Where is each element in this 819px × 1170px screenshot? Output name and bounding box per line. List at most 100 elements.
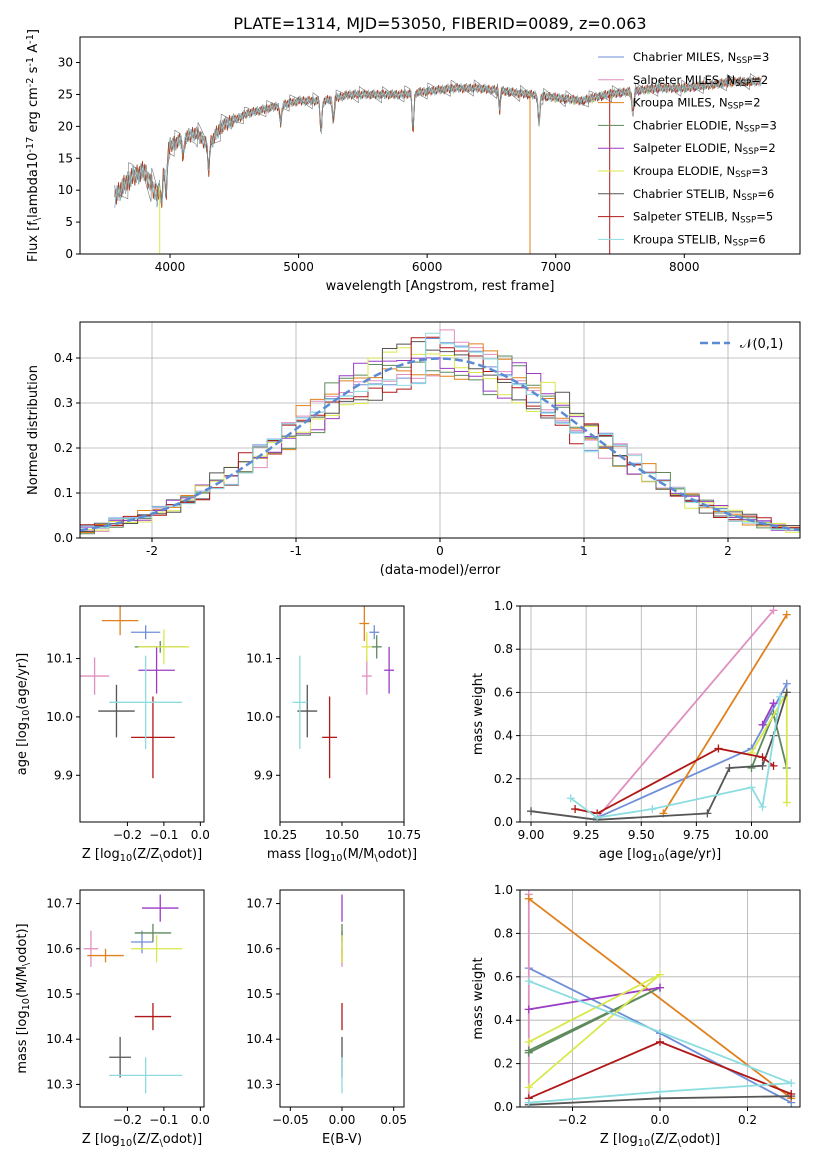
axes-frame (519, 889, 801, 1108)
label-part: =6 (749, 232, 766, 246)
x-tick-label: −0.1 (149, 828, 178, 842)
y-tick-label: 9.9 (54, 768, 73, 782)
weight-marker (769, 761, 778, 770)
axes-frame (79, 889, 205, 1108)
label-part: -1 (25, 57, 36, 67)
plot-area (527, 606, 791, 822)
y-tick-label: 10 (58, 183, 73, 197)
weight-marker (656, 1037, 664, 1046)
label-part: 10 (21, 710, 32, 722)
weight-marker (593, 813, 602, 822)
y-axis-label: age [log10(age/yr)] (15, 653, 32, 776)
label-part: (data-model)/error (380, 563, 501, 578)
x-tick-label: 7000 (540, 260, 571, 274)
weight-marker (524, 1083, 533, 1092)
label-part: s (26, 66, 41, 77)
y-tick-label: 10.0 (246, 710, 273, 724)
y-tick-label: 10.7 (246, 897, 273, 911)
label-part: Chabrier ELODIE, N (633, 118, 744, 132)
y-tick-label: 0.2 (54, 441, 73, 455)
legend-entry: Chabrier STELIB, NSSP=6 (633, 187, 774, 203)
x-tick-label: 4000 (155, 260, 186, 274)
x-axis-label: Z [log10(Z/Z\odot)] (600, 1132, 720, 1149)
axes-frame (519, 605, 801, 823)
x-axis-label: Z [log10(Z/Z\odot)] (82, 847, 202, 864)
plots-layer: 4000 5000 6000 7000 8000051015202530waveleng… (15, 29, 801, 1149)
weight-marker (524, 977, 533, 986)
weight-series-line (570, 696, 782, 819)
x-tick-label: -2 (146, 544, 158, 558)
residuals-axes: -2 -1 0 1 2 0.0 0.1 0.2 0.3 0.4 (data-model)/error… (26, 321, 801, 578)
weight-marker (725, 764, 734, 772)
x-tick-label: −0.2 (113, 828, 142, 842)
axes-frame (79, 321, 801, 539)
label-part: =2 (744, 96, 761, 110)
x-axis-label: E(B-V) (322, 1132, 362, 1147)
plot-area (83, 894, 183, 1094)
label-part: Z [log (82, 847, 120, 862)
y-tick-label: 10.4 (46, 1032, 73, 1046)
x-tick-label: 0.00 (329, 1113, 356, 1127)
axes-frame (79, 36, 801, 255)
y-tick-label: 25 (58, 87, 73, 101)
weight-marker (656, 1087, 664, 1096)
weight-marker (758, 753, 767, 762)
label-part: 10 (638, 1138, 650, 1149)
weight-marker (769, 699, 778, 708)
y-axis-label: mass weight (471, 957, 486, 1039)
label-part: 𝒩(0,1) (740, 337, 783, 352)
plot-area (80, 329, 800, 538)
weight-series-line (528, 980, 792, 1104)
label-part: (M/M (15, 966, 30, 998)
weight-marker (527, 807, 536, 816)
weight-marker (714, 744, 723, 753)
label-part: =2 (759, 141, 776, 155)
label-part: -2 (25, 77, 36, 87)
weight-series-line (528, 986, 661, 1011)
spectrum-data-line (114, 73, 762, 202)
label-part: Kroupa MILES, N (633, 96, 728, 110)
weight-series-line (662, 614, 788, 814)
weight-series-line (530, 692, 788, 821)
legend-entry: Chabrier ELODIE, NSSP=3 (633, 118, 777, 134)
label-part: SSP (736, 56, 752, 66)
label-part: (Z/Z (132, 1132, 159, 1147)
label-part: \ (677, 1138, 681, 1149)
label-part: \ (21, 962, 32, 966)
x-tick-label: 9.50 (628, 828, 655, 842)
label-part: =3 (760, 118, 777, 132)
label-part: SSP (733, 239, 749, 249)
y-tick-label: 0.6 (494, 970, 513, 984)
x-tick-label: −0.05 (272, 1113, 309, 1127)
x-tick-label: 0 (436, 544, 444, 558)
weight-marker (769, 606, 778, 615)
weight-series-line (596, 609, 775, 819)
weight-marker (758, 761, 767, 770)
y-tick-label: 0.0 (494, 815, 513, 829)
label-part: SSP (740, 216, 756, 226)
y-tick-label: 15 (58, 151, 73, 165)
label-part: Kroupa STELIB, N (633, 232, 733, 246)
x-tick-label: 1 (580, 544, 588, 558)
normal-reference-curve (80, 357, 800, 532)
label-part: SSP (744, 125, 760, 135)
y-tick-label: 0.8 (494, 926, 513, 940)
label-part: -17 (25, 137, 36, 153)
x-tick-label: −0.2 (558, 1113, 587, 1127)
y-tick-label: 0.2 (494, 1057, 513, 1071)
x-tick-label: 10.00 (734, 828, 768, 842)
weight-marker (524, 1005, 533, 1014)
label-part: (Z/Z (650, 1132, 677, 1147)
label-part: Z [log (600, 1132, 638, 1147)
y-tick-label: 9.9 (254, 768, 273, 782)
weight-marker (524, 1037, 533, 1046)
label-part: SSP (735, 79, 751, 89)
label-part: 10 (330, 853, 342, 864)
label-part: \ (374, 853, 378, 864)
y-tick-label: 0.4 (494, 729, 513, 743)
x-tick-label: 0.0 (191, 828, 210, 842)
y-tick-label: 10.1 (46, 652, 73, 666)
weight-marker (787, 1089, 796, 1098)
weight-marker (656, 970, 664, 979)
